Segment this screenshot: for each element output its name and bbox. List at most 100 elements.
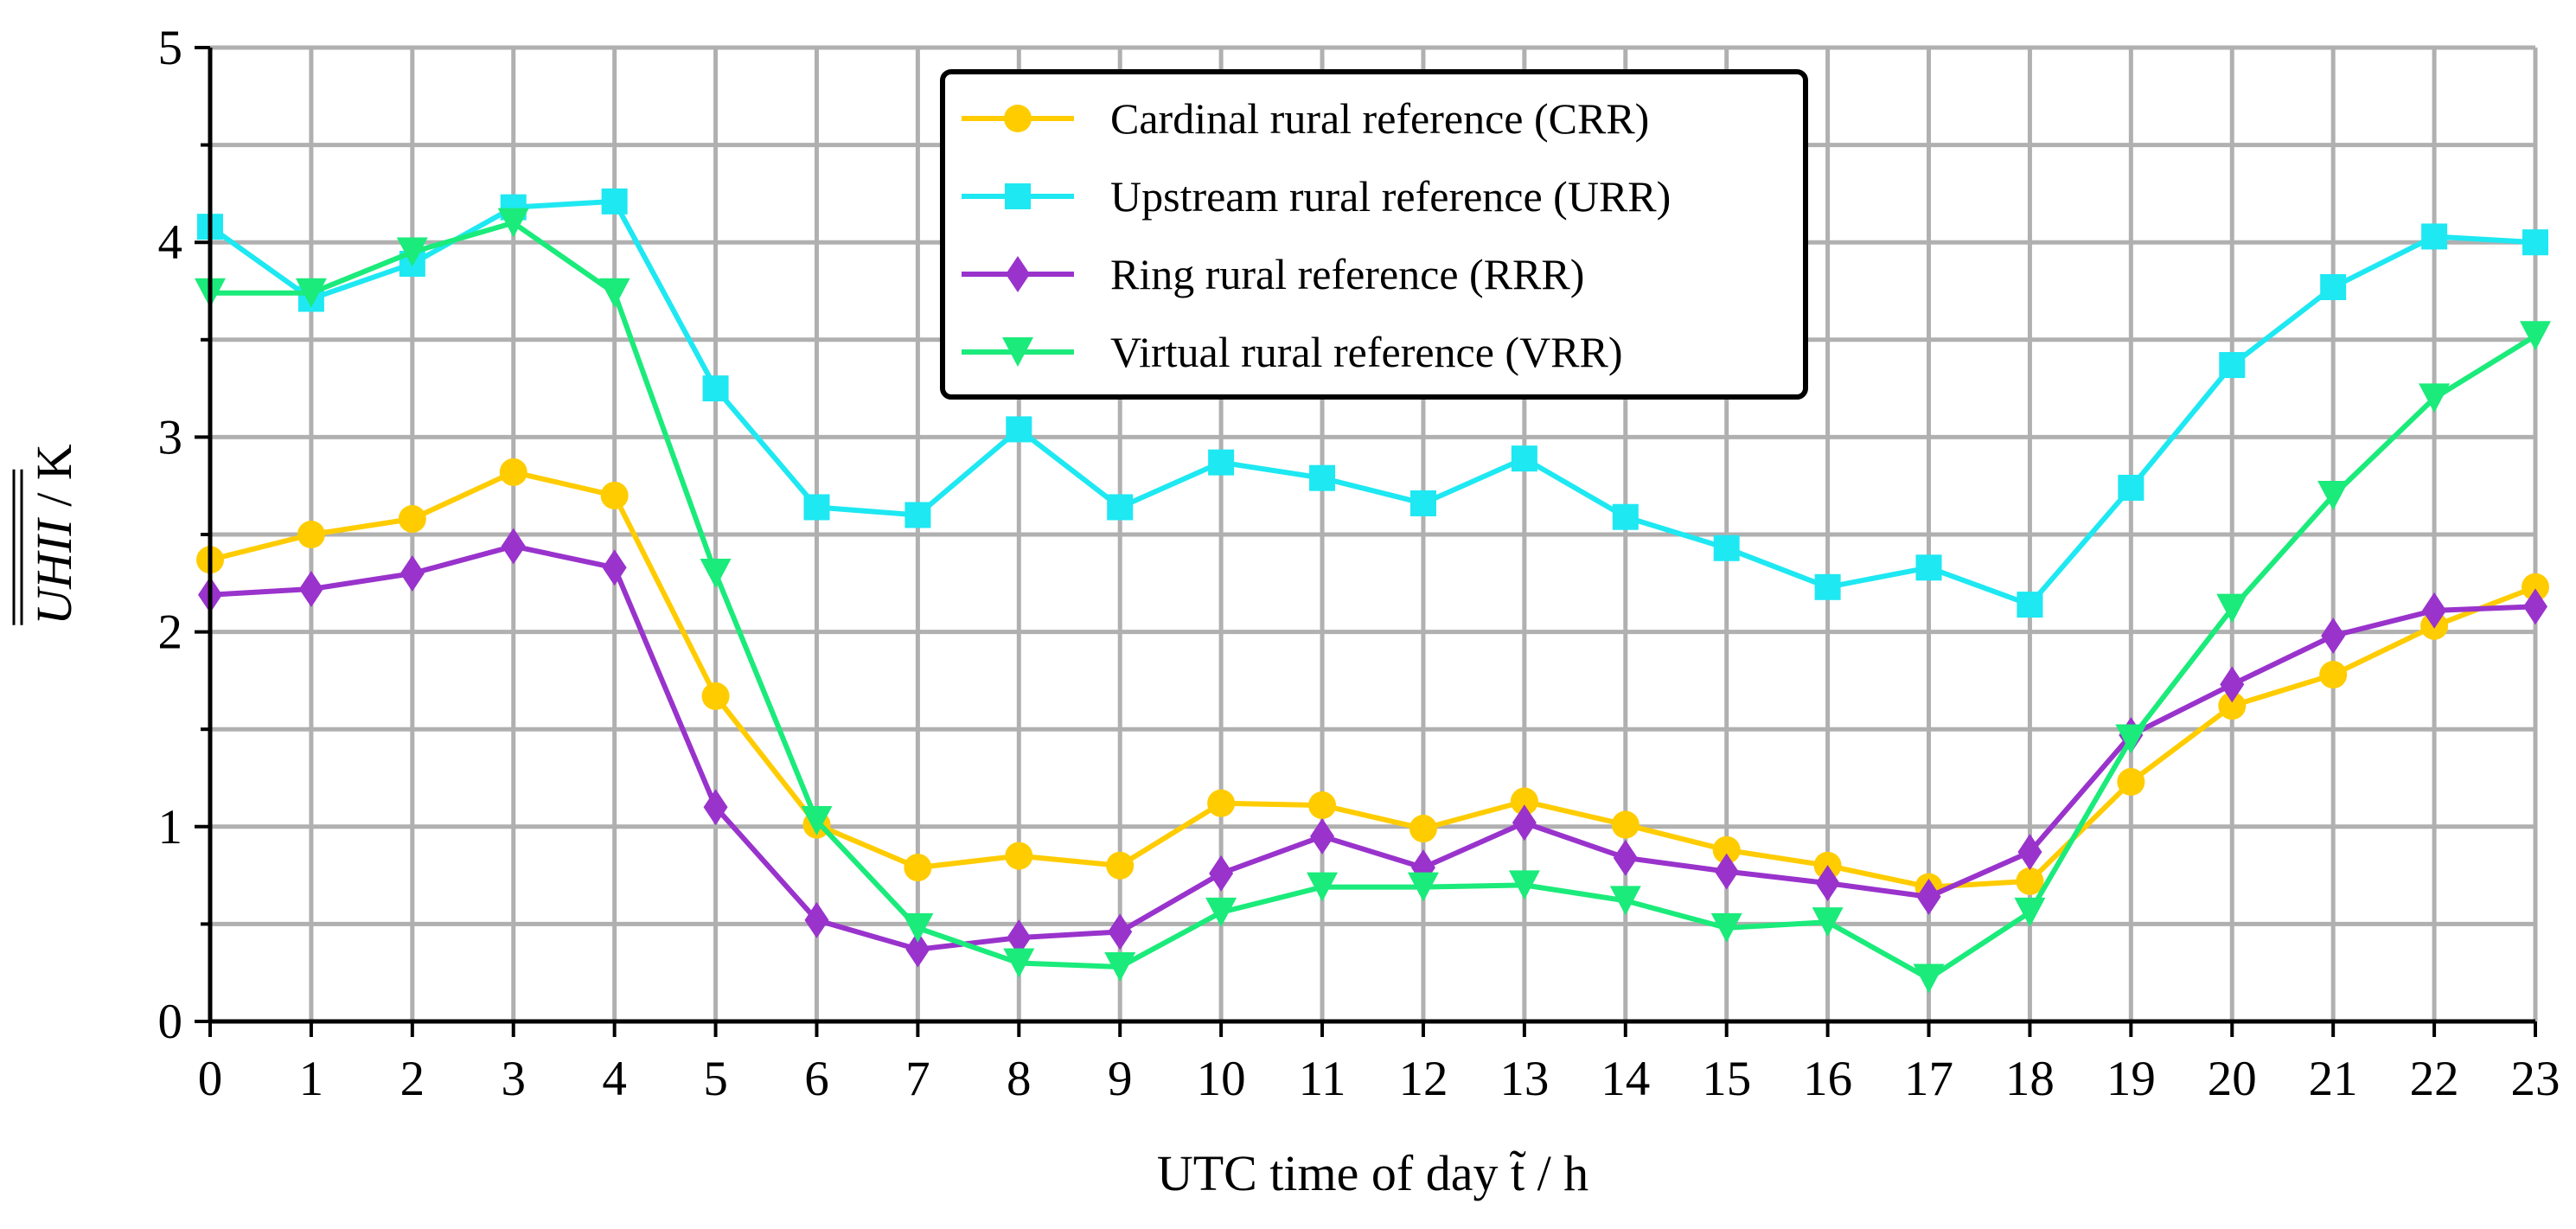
y-tick-label: 0 — [158, 995, 183, 1049]
data-point — [1005, 183, 1031, 209]
series-3 — [198, 528, 2547, 968]
data-point — [1409, 490, 1436, 516]
x-tick-label: 17 — [1904, 1052, 1953, 1106]
legend: Cardinal rural reference (CRR) Upstream r… — [940, 69, 1808, 400]
x-tick-label: 5 — [703, 1052, 728, 1106]
y-tick-label: 5 — [158, 21, 183, 75]
data-point — [1512, 804, 1537, 842]
x-tick-label: 1 — [299, 1052, 324, 1106]
data-point — [902, 912, 934, 943]
data-point — [1713, 534, 1740, 561]
data-point — [1916, 878, 1941, 915]
svg-text:UHII / K: UHII / K — [26, 444, 82, 625]
data-point — [1814, 573, 1841, 600]
data-point — [1409, 815, 1437, 843]
data-point — [2017, 592, 2043, 618]
data-point — [1003, 948, 1035, 978]
data-point — [701, 682, 730, 710]
series-line — [208, 198, 2536, 608]
data-point — [703, 789, 728, 826]
data-point — [2321, 618, 2346, 655]
x-tick-label: 21 — [2309, 1052, 2358, 1106]
data-point — [499, 458, 527, 486]
legend-label: Upstream rural reference (URR) — [1110, 172, 1671, 221]
data-point — [1714, 853, 1739, 890]
data-point — [1915, 554, 1942, 581]
data-point — [1006, 416, 1032, 443]
data-point — [1511, 445, 1537, 472]
data-point — [702, 375, 729, 402]
y-tick-label: 1 — [158, 800, 183, 855]
data-point — [2421, 223, 2448, 250]
series-4 — [195, 208, 2551, 994]
series-line — [210, 220, 2537, 982]
data-point — [1309, 464, 1336, 491]
y-axis-title: UHII / K — [12, 444, 82, 625]
data-point — [1106, 851, 1135, 880]
data-point — [2523, 588, 2547, 625]
legend-label: Ring rural reference (RRR) — [1110, 250, 1584, 298]
data-point — [803, 494, 830, 521]
data-point — [1307, 872, 1339, 902]
data-point — [398, 504, 426, 533]
data-point — [2117, 768, 2145, 797]
data-point — [400, 555, 425, 592]
data-point — [2520, 321, 2551, 351]
data-point — [601, 188, 628, 214]
series-line — [209, 469, 2537, 890]
data-point — [2422, 592, 2447, 629]
data-point — [1107, 494, 1134, 521]
data-point — [1310, 818, 1335, 855]
data-point — [1913, 963, 1945, 994]
x-tick-label: 4 — [602, 1052, 627, 1106]
data-point — [1712, 835, 1741, 864]
x-tick-label: 11 — [1299, 1052, 1346, 1106]
x-tick-label: 14 — [1601, 1052, 1650, 1106]
data-point — [1510, 787, 1538, 816]
data-point — [2522, 573, 2549, 601]
data-point — [1308, 791, 1337, 820]
data-point — [2016, 867, 2044, 895]
legend-item-4: Virtual rural reference (VRR) — [962, 328, 1623, 376]
data-point — [297, 521, 325, 548]
series-line — [209, 543, 2536, 952]
data-point — [1006, 256, 1030, 292]
data-point — [600, 481, 629, 509]
x-tick-label: 18 — [2005, 1052, 2055, 1106]
data-point — [1812, 907, 1844, 938]
data-point — [804, 901, 829, 938]
data-point — [2017, 834, 2042, 871]
x-tick-label: 12 — [1398, 1052, 1448, 1106]
data-point — [1207, 789, 1236, 817]
data-point — [1410, 849, 1435, 887]
x-tick-label: 13 — [1499, 1052, 1549, 1106]
data-point — [2320, 273, 2347, 300]
data-point — [598, 278, 630, 308]
x-tick-label: 16 — [1803, 1052, 1852, 1106]
x-tick-label: 23 — [2511, 1052, 2560, 1106]
x-tick-label: 7 — [905, 1052, 930, 1106]
x-tick-label: 8 — [1007, 1052, 1032, 1106]
x-axis-title: UTC time of day t̃ / h — [1157, 1145, 1588, 1201]
x-tick-label: 10 — [1197, 1052, 1246, 1106]
data-point — [1815, 865, 1840, 902]
data-point — [1612, 503, 1639, 530]
data-point — [1004, 105, 1032, 132]
x-tick-label: 6 — [804, 1052, 829, 1106]
data-point — [1205, 897, 1237, 927]
data-point — [2219, 352, 2246, 379]
data-point — [904, 854, 932, 882]
x-tick-label: 20 — [2208, 1052, 2257, 1106]
data-point — [396, 237, 428, 267]
y-axis-variable: UHII — [26, 517, 82, 625]
y-tick-label: 3 — [158, 410, 183, 464]
data-point — [298, 571, 323, 608]
data-point — [2216, 593, 2248, 624]
x-tick-label: 19 — [2106, 1052, 2156, 1106]
y-tick-label: 2 — [158, 605, 183, 660]
data-point — [295, 278, 327, 308]
data-point — [1508, 870, 1540, 900]
y-tick-label: 4 — [158, 215, 183, 270]
data-point — [501, 528, 526, 565]
